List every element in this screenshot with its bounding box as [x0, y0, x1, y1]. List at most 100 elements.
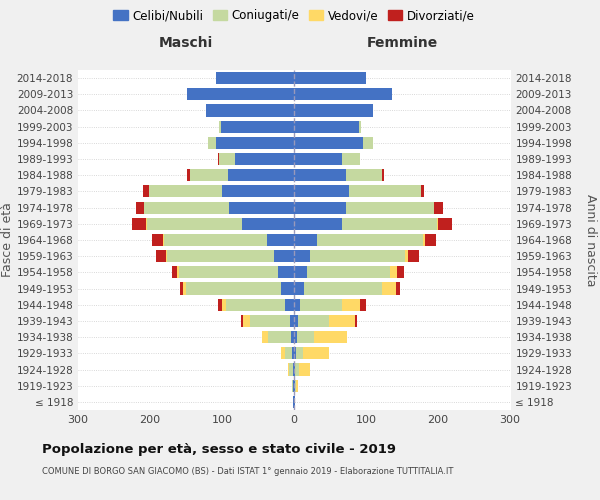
- Bar: [147, 218, 242, 230]
- Bar: [294, 364, 295, 376]
- Bar: [293, 380, 294, 392]
- Bar: [187, 169, 190, 181]
- Text: Anni di nascita: Anni di nascita: [584, 194, 597, 286]
- Bar: [423, 234, 425, 246]
- Bar: [294, 88, 392, 101]
- Bar: [294, 218, 341, 230]
- Bar: [346, 202, 434, 213]
- Bar: [190, 169, 228, 181]
- Bar: [405, 250, 409, 262]
- Legend: Celibi/Nubili, Coniugati/e, Vedovi/e, Divorziati/e: Celibi/Nubili, Coniugati/e, Vedovi/e, Di…: [109, 4, 479, 27]
- Bar: [218, 298, 222, 311]
- Bar: [143, 186, 149, 198]
- Bar: [300, 298, 341, 311]
- Bar: [268, 331, 291, 343]
- Bar: [156, 250, 166, 262]
- Bar: [292, 348, 294, 360]
- Bar: [218, 153, 219, 165]
- Bar: [341, 298, 360, 311]
- Bar: [292, 380, 293, 392]
- Bar: [229, 202, 294, 213]
- Bar: [294, 234, 317, 246]
- Bar: [298, 315, 329, 327]
- Bar: [294, 396, 295, 408]
- Bar: [299, 364, 310, 376]
- Bar: [289, 364, 293, 376]
- Bar: [349, 186, 421, 198]
- Bar: [294, 331, 297, 343]
- Bar: [294, 380, 295, 392]
- Bar: [143, 202, 144, 213]
- Bar: [294, 250, 310, 262]
- Bar: [296, 348, 304, 360]
- Bar: [294, 266, 307, 278]
- Bar: [294, 120, 359, 132]
- Bar: [278, 266, 294, 278]
- Bar: [216, 72, 294, 84]
- Bar: [294, 104, 373, 117]
- Bar: [294, 186, 349, 198]
- Bar: [363, 137, 373, 149]
- Bar: [314, 331, 347, 343]
- Bar: [294, 169, 346, 181]
- Bar: [163, 234, 164, 246]
- Bar: [216, 137, 294, 149]
- Bar: [166, 250, 167, 262]
- Bar: [226, 298, 286, 311]
- Bar: [219, 153, 235, 165]
- Bar: [294, 72, 366, 84]
- Bar: [187, 88, 294, 101]
- Bar: [172, 266, 178, 278]
- Bar: [295, 364, 299, 376]
- Text: Maschi: Maschi: [159, 36, 213, 50]
- Text: Popolazione per età, sesso e stato civile - 2019: Popolazione per età, sesso e stato civil…: [42, 442, 396, 456]
- Bar: [274, 250, 294, 262]
- Bar: [425, 234, 436, 246]
- Bar: [186, 282, 281, 294]
- Bar: [317, 234, 423, 246]
- Bar: [206, 104, 294, 117]
- Bar: [294, 282, 304, 294]
- Bar: [167, 250, 274, 262]
- Bar: [286, 298, 294, 311]
- Bar: [222, 298, 226, 311]
- Bar: [296, 380, 298, 392]
- Bar: [221, 120, 294, 132]
- Bar: [146, 218, 147, 230]
- Bar: [149, 186, 222, 198]
- Bar: [297, 331, 314, 343]
- Bar: [310, 250, 405, 262]
- Bar: [281, 282, 294, 294]
- Bar: [250, 315, 290, 327]
- Bar: [294, 137, 363, 149]
- Bar: [219, 120, 221, 132]
- Bar: [136, 202, 143, 213]
- Bar: [281, 348, 284, 360]
- Bar: [307, 266, 390, 278]
- Bar: [208, 137, 216, 149]
- Bar: [397, 266, 404, 278]
- Bar: [293, 364, 294, 376]
- Bar: [178, 266, 179, 278]
- Bar: [294, 153, 341, 165]
- Text: Femmine: Femmine: [367, 36, 437, 50]
- Bar: [304, 348, 329, 360]
- Bar: [228, 169, 294, 181]
- Bar: [235, 153, 294, 165]
- Bar: [360, 298, 366, 311]
- Bar: [390, 266, 397, 278]
- Bar: [243, 315, 250, 327]
- Bar: [409, 250, 419, 262]
- Bar: [294, 202, 346, 213]
- Bar: [262, 331, 268, 343]
- Bar: [359, 120, 361, 132]
- Bar: [284, 348, 292, 360]
- Bar: [132, 218, 146, 230]
- Y-axis label: Fasce di età: Fasce di età: [1, 202, 14, 278]
- Bar: [382, 282, 396, 294]
- Bar: [329, 315, 355, 327]
- Bar: [290, 315, 294, 327]
- Bar: [341, 153, 359, 165]
- Bar: [179, 266, 278, 278]
- Bar: [144, 202, 229, 213]
